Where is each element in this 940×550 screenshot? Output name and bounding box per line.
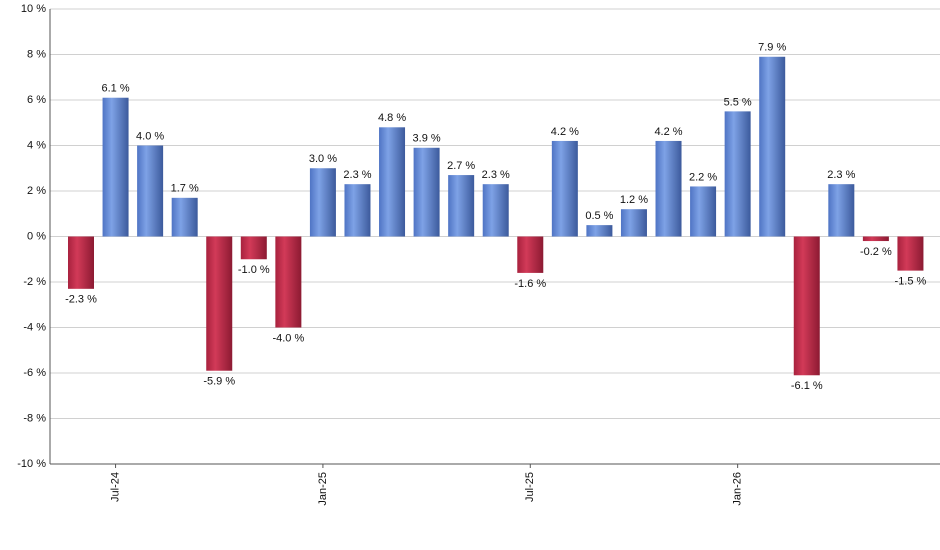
y-tick-label: 8 % xyxy=(27,48,46,60)
data-label: 2.3 % xyxy=(482,169,510,181)
y-tick-label: -8 % xyxy=(23,412,46,424)
x-tick-label: Jan-26 xyxy=(732,472,744,506)
data-label: 4.2 % xyxy=(654,126,682,138)
bar xyxy=(655,140,682,237)
bar xyxy=(862,236,889,242)
y-tick-label: -2 % xyxy=(23,276,46,288)
bar xyxy=(68,236,94,289)
y-tick-label: 2 % xyxy=(27,185,46,197)
data-label: 4.2 % xyxy=(551,126,579,138)
y-tick-label: 10 % xyxy=(21,3,46,15)
data-label: 3.9 % xyxy=(413,133,441,145)
data-label: -1.5 % xyxy=(895,276,927,288)
bar xyxy=(586,225,613,237)
y-tick-label: 4 % xyxy=(27,139,46,151)
bar xyxy=(759,56,786,237)
data-label: 4.0 % xyxy=(136,130,164,142)
bar xyxy=(551,140,578,237)
data-label: 0.5 % xyxy=(585,210,613,222)
bar xyxy=(482,184,509,237)
bar xyxy=(171,197,198,237)
x-tick-label: Jan-25 xyxy=(317,472,329,506)
bar xyxy=(240,236,267,260)
data-label: 6.1 % xyxy=(101,83,129,95)
data-label: 1.2 % xyxy=(620,194,648,206)
bar xyxy=(275,236,302,328)
data-label: -0.2 % xyxy=(860,246,892,258)
bar xyxy=(690,186,717,237)
bar xyxy=(793,236,820,376)
bar xyxy=(448,175,475,237)
bar xyxy=(137,145,164,237)
data-label: -1.6 % xyxy=(514,278,546,290)
data-label: -4.0 % xyxy=(272,332,304,344)
y-tick-label: -4 % xyxy=(23,321,46,333)
bar xyxy=(206,236,233,371)
bar xyxy=(379,127,406,237)
bar xyxy=(897,236,924,271)
data-label: 4.8 % xyxy=(378,112,406,124)
bar xyxy=(517,236,544,273)
data-label: 1.7 % xyxy=(171,183,199,195)
data-label: 2.3 % xyxy=(343,169,371,181)
data-label: 2.3 % xyxy=(827,169,855,181)
bar xyxy=(413,147,440,237)
x-tick-label: Jul-25 xyxy=(524,472,536,502)
data-label: -6.1 % xyxy=(791,380,823,392)
bar xyxy=(828,184,855,237)
y-tick-label: 6 % xyxy=(27,94,46,106)
x-tick-label: Jul-24 xyxy=(109,472,121,502)
data-label: -2.3 % xyxy=(65,294,97,306)
bar xyxy=(102,97,129,237)
y-tick-label: 0 % xyxy=(27,230,46,242)
data-label: -5.9 % xyxy=(203,376,235,388)
data-label: 2.2 % xyxy=(689,171,717,183)
bar xyxy=(620,209,647,237)
data-label: 2.7 % xyxy=(447,160,475,172)
y-tick-label: -6 % xyxy=(23,367,46,379)
data-label: 5.5 % xyxy=(724,96,752,108)
data-label: 3.0 % xyxy=(309,153,337,165)
bar xyxy=(724,111,751,237)
bar xyxy=(344,184,371,237)
bar xyxy=(309,168,336,237)
y-tick-label: -10 % xyxy=(17,458,46,470)
data-label: 7.9 % xyxy=(758,42,786,54)
data-label: -1.0 % xyxy=(238,264,270,276)
